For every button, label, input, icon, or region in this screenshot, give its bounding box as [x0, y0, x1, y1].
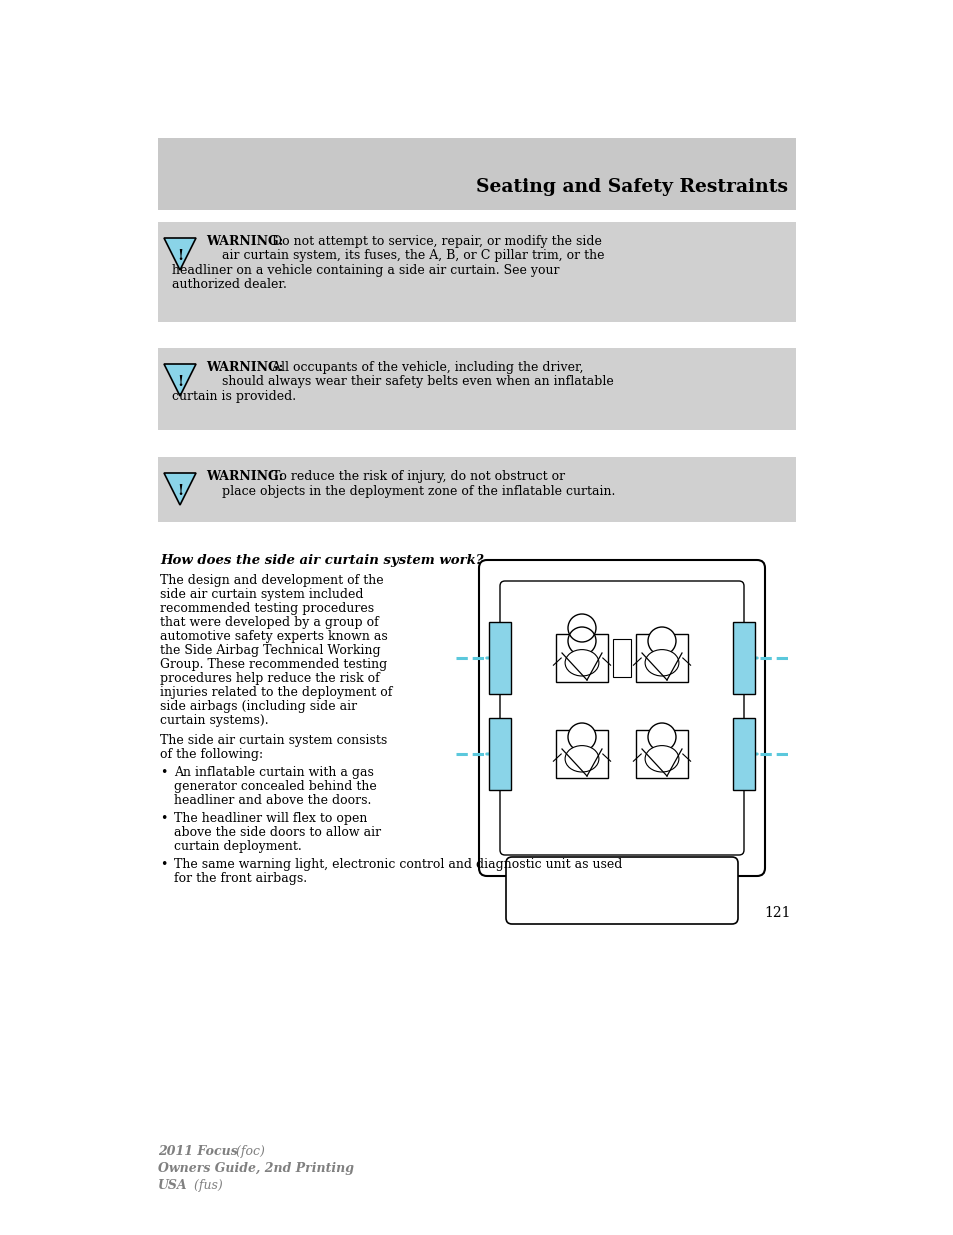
- Text: Seating and Safety Restraints: Seating and Safety Restraints: [476, 178, 787, 196]
- Text: side airbags (including side air: side airbags (including side air: [160, 700, 356, 713]
- Text: curtain systems).: curtain systems).: [160, 714, 269, 727]
- Text: authorized dealer.: authorized dealer.: [172, 279, 287, 291]
- Text: the Side Airbag Technical Working: the Side Airbag Technical Working: [160, 643, 380, 657]
- Text: (foc): (foc): [232, 1145, 265, 1158]
- Bar: [158, 222, 795, 322]
- Text: The side air curtain system consists: The side air curtain system consists: [160, 734, 387, 747]
- Text: for the front airbags.: for the front airbags.: [173, 872, 307, 885]
- Bar: [489, 718, 511, 790]
- Text: The headliner will flex to open: The headliner will flex to open: [173, 811, 367, 825]
- Text: (fus): (fus): [190, 1179, 222, 1192]
- Bar: [613, 638, 630, 677]
- Text: that were developed by a group of: that were developed by a group of: [160, 616, 378, 629]
- Ellipse shape: [644, 746, 679, 772]
- Text: headliner on a vehicle containing a side air curtain. See your: headliner on a vehicle containing a side…: [172, 264, 558, 277]
- Bar: [732, 718, 754, 790]
- Polygon shape: [164, 364, 195, 396]
- Text: WARNING:: WARNING:: [206, 471, 283, 483]
- Text: side air curtain system included: side air curtain system included: [160, 588, 363, 601]
- Text: WARNING:: WARNING:: [206, 235, 283, 248]
- Bar: [732, 622, 754, 694]
- Text: To reduce the risk of injury, do not obstruct or: To reduce the risk of injury, do not obs…: [268, 471, 564, 483]
- Bar: [556, 730, 607, 778]
- Text: of the following:: of the following:: [160, 748, 263, 761]
- Ellipse shape: [644, 650, 679, 676]
- Text: An inflatable curtain with a gas: An inflatable curtain with a gas: [173, 766, 374, 779]
- Circle shape: [647, 722, 676, 751]
- Text: •: •: [160, 858, 167, 871]
- Bar: [636, 730, 687, 778]
- Text: automotive safety experts known as: automotive safety experts known as: [160, 630, 387, 643]
- Bar: [158, 348, 795, 430]
- Text: generator concealed behind the: generator concealed behind the: [173, 781, 376, 793]
- Circle shape: [567, 627, 596, 655]
- FancyBboxPatch shape: [505, 857, 738, 924]
- Ellipse shape: [564, 650, 598, 676]
- Text: WARNING:: WARNING:: [206, 361, 283, 374]
- Text: recommended testing procedures: recommended testing procedures: [160, 601, 374, 615]
- Ellipse shape: [564, 746, 598, 772]
- FancyBboxPatch shape: [478, 559, 764, 876]
- Bar: [556, 634, 607, 682]
- Polygon shape: [164, 473, 195, 505]
- Text: injuries related to the deployment of: injuries related to the deployment of: [160, 685, 392, 699]
- Polygon shape: [164, 238, 195, 270]
- Text: above the side doors to allow air: above the side doors to allow air: [173, 826, 381, 839]
- Text: Group. These recommended testing: Group. These recommended testing: [160, 658, 387, 671]
- Text: place objects in the deployment zone of the inflatable curtain.: place objects in the deployment zone of …: [206, 484, 615, 498]
- Bar: [489, 622, 511, 694]
- Text: The same warning light, electronic control and diagnostic unit as used: The same warning light, electronic contr…: [173, 858, 621, 871]
- Circle shape: [567, 722, 596, 751]
- Text: !: !: [176, 484, 183, 498]
- Text: Do not attempt to service, repair, or modify the side: Do not attempt to service, repair, or mo…: [268, 235, 601, 248]
- Text: 2011 Focus: 2011 Focus: [158, 1145, 237, 1158]
- Text: 121: 121: [763, 906, 790, 920]
- Text: procedures help reduce the risk of: procedures help reduce the risk of: [160, 672, 379, 685]
- Text: The design and development of the: The design and development of the: [160, 574, 383, 587]
- Text: headliner and above the doors.: headliner and above the doors.: [173, 794, 371, 806]
- Text: curtain is provided.: curtain is provided.: [172, 390, 295, 403]
- Text: !: !: [176, 375, 183, 389]
- Text: USA: USA: [158, 1179, 188, 1192]
- Text: How does the side air curtain system work?: How does the side air curtain system wor…: [160, 555, 483, 567]
- Text: !: !: [176, 249, 183, 263]
- Text: All occupants of the vehicle, including the driver,: All occupants of the vehicle, including …: [268, 361, 583, 374]
- Text: •: •: [160, 766, 167, 779]
- Bar: [158, 457, 795, 522]
- Text: Owners Guide, 2nd Printing: Owners Guide, 2nd Printing: [158, 1162, 354, 1174]
- Bar: [636, 634, 687, 682]
- Text: curtain deployment.: curtain deployment.: [173, 840, 301, 853]
- Text: •: •: [160, 811, 167, 825]
- Bar: [158, 138, 795, 210]
- Text: air curtain system, its fuses, the A, B, or C pillar trim, or the: air curtain system, its fuses, the A, B,…: [206, 249, 604, 263]
- FancyBboxPatch shape: [499, 580, 743, 855]
- Text: should always wear their safety belts even when an inflatable: should always wear their safety belts ev…: [206, 375, 613, 389]
- Circle shape: [647, 627, 676, 655]
